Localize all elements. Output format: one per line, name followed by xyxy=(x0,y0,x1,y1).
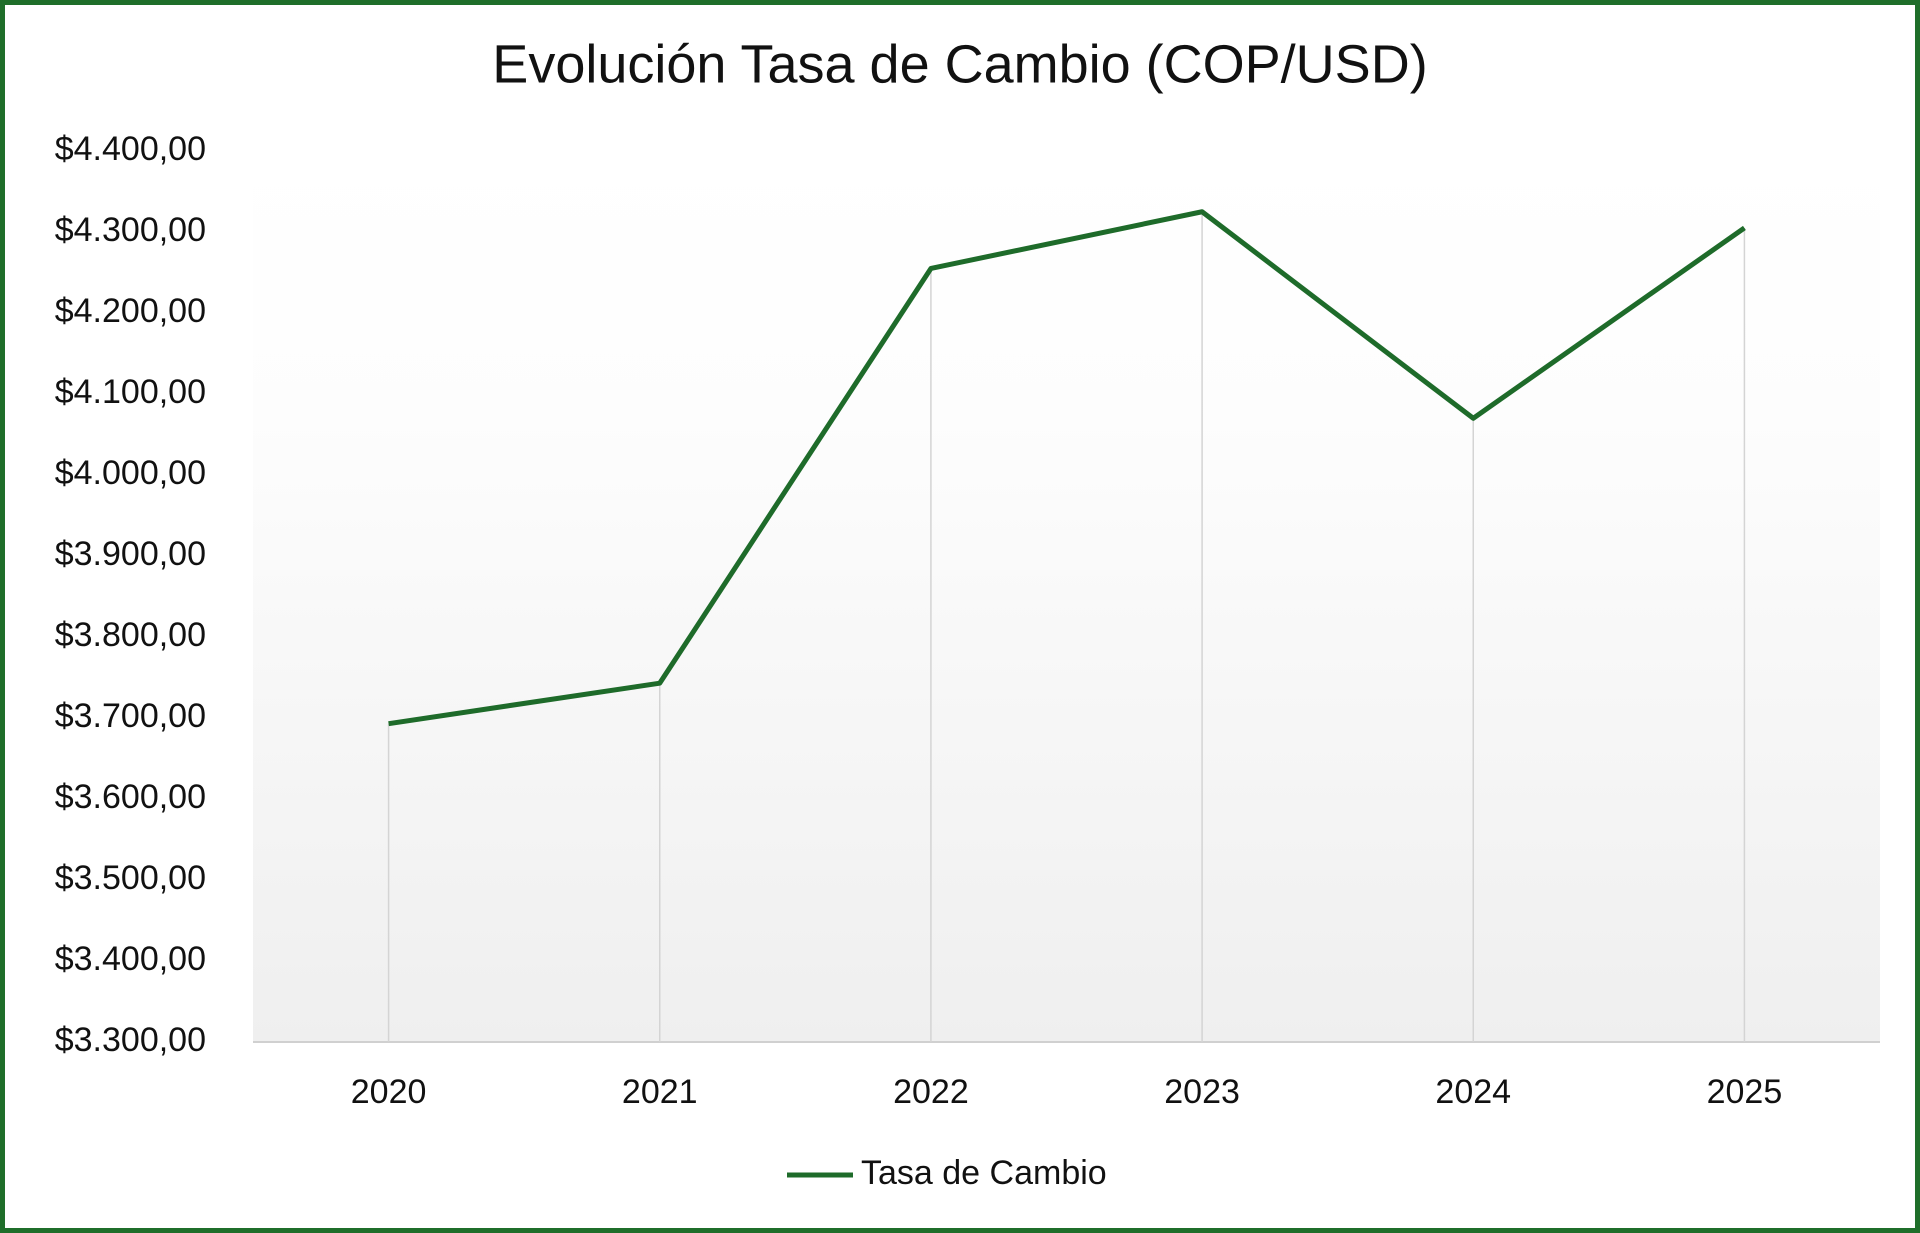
y-tick-label: $4.300,00 xyxy=(55,211,206,249)
plot-area xyxy=(253,151,1880,1042)
y-tick-label: $3.500,00 xyxy=(55,859,206,897)
legend-label: Tasa de Cambio xyxy=(861,1154,1107,1192)
chart-title: Evolución Tasa de Cambio (COP/USD) xyxy=(492,34,1427,94)
data-line xyxy=(388,209,1746,727)
x-tick-label: 2022 xyxy=(893,1073,969,1111)
x-tick-label: 2023 xyxy=(1164,1073,1240,1111)
y-tick-label: $4.000,00 xyxy=(55,454,206,492)
y-tick-label: $3.600,00 xyxy=(55,778,206,816)
x-tick-label: 2021 xyxy=(622,1073,698,1111)
x-tick-label: 2020 xyxy=(351,1073,427,1111)
y-tick-label: $3.900,00 xyxy=(55,535,206,573)
y-tick-label: $3.800,00 xyxy=(55,616,206,654)
y-tick-label: $3.300,00 xyxy=(55,1021,206,1059)
x-tick-label: 2025 xyxy=(1707,1073,1783,1111)
y-tick-label: $4.200,00 xyxy=(55,292,206,330)
y-tick-label: $4.400,00 xyxy=(55,130,206,168)
y-tick-label: $3.400,00 xyxy=(55,940,206,978)
y-tick-label: $3.700,00 xyxy=(55,697,206,735)
y-tick-label: $4.100,00 xyxy=(55,373,206,411)
x-tick-label: 2024 xyxy=(1435,1073,1511,1111)
